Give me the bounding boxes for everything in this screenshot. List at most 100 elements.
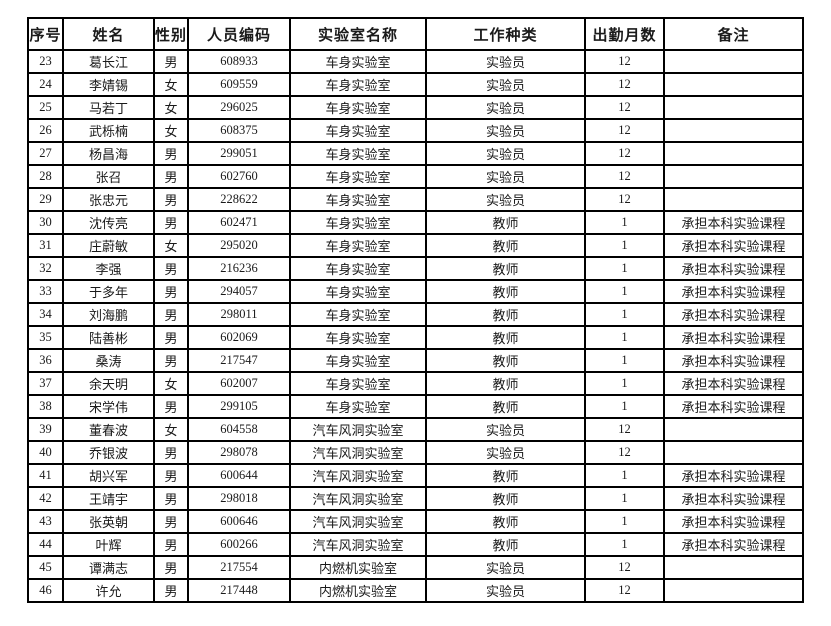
- cell-lab-name: 车身实验室: [289, 279, 428, 304]
- cell-name: 胡兴军: [62, 463, 155, 488]
- cell-personnel-code: 604558: [187, 417, 292, 442]
- cell-serial: 26: [27, 118, 64, 143]
- cell-serial: 41: [27, 463, 64, 488]
- table-row: 38 宋学伟男 299105 车身实验室 教师 1 承担本科实验课程: [27, 394, 805, 419]
- cell-work-type: 教师: [425, 279, 587, 304]
- cell-attendance-months: 1: [584, 394, 666, 419]
- cell-gender: 女: [152, 233, 190, 258]
- cell-work-type: 教师: [425, 302, 587, 327]
- cell-remarks: 承担本科实验课程: [663, 463, 805, 488]
- cell-personnel-code: 609559: [187, 72, 292, 97]
- cell-remarks: [663, 578, 805, 603]
- cell-remarks: [663, 49, 805, 74]
- cell-serial: 24: [27, 72, 64, 97]
- cell-name: 张召: [62, 164, 155, 189]
- cell-remarks: [663, 72, 805, 97]
- cell-work-type: 实验员: [425, 555, 587, 580]
- table-row: 46 许允男 217448 内燃机实验室 实验员 12: [27, 578, 805, 603]
- cell-name: 许允: [62, 578, 155, 603]
- cell-gender: 男: [152, 325, 190, 350]
- cell-work-type: 实验员: [425, 72, 587, 97]
- cell-name: 杨昌海: [62, 141, 155, 166]
- cell-name: 于多年: [62, 279, 155, 304]
- cell-attendance-months: 1: [584, 256, 666, 281]
- table-row: 30 沈传亮男 602471 车身实验室 教师 1 承担本科实验课程: [27, 210, 805, 235]
- cell-work-type: 教师: [425, 532, 587, 557]
- cell-serial: 45: [27, 555, 64, 580]
- header-serial: 序号: [27, 17, 64, 51]
- cell-remarks: 承担本科实验课程: [663, 325, 805, 350]
- cell-gender: 男: [152, 348, 190, 373]
- cell-remarks: 承担本科实验课程: [663, 532, 805, 557]
- cell-name: 余天明: [62, 371, 155, 396]
- header-row: 序号 姓名 性别 人员编码 实验室名称 工作种类 出勤月数 备注: [27, 17, 805, 51]
- cell-personnel-code: 602760: [187, 164, 292, 189]
- cell-name: 李强: [62, 256, 155, 281]
- cell-lab-name: 汽车风洞实验室: [289, 440, 428, 465]
- table-row: 34 刘海鹏男 298011 车身实验室 教师 1 承担本科实验课程: [27, 302, 805, 327]
- cell-personnel-code: 602471: [187, 210, 292, 235]
- cell-lab-name: 汽车风洞实验室: [289, 509, 428, 534]
- cell-lab-name: 车身实验室: [289, 210, 428, 235]
- cell-attendance-months: 12: [584, 187, 666, 212]
- cell-remarks: 承担本科实验课程: [663, 486, 805, 511]
- cell-lab-name: 车身实验室: [289, 394, 428, 419]
- cell-gender: 女: [152, 95, 190, 120]
- cell-gender: 男: [152, 187, 190, 212]
- cell-gender: 男: [152, 509, 190, 534]
- cell-attendance-months: 12: [584, 49, 666, 74]
- cell-remarks: [663, 164, 805, 189]
- cell-personnel-code: 296025: [187, 95, 292, 120]
- table-row: 37 余天明女 602007 车身实验室 教师 1 承担本科实验课程: [27, 371, 805, 396]
- cell-personnel-code: 228622: [187, 187, 292, 212]
- cell-lab-name: 车身实验室: [289, 371, 428, 396]
- cell-name: 庄蔚敏: [62, 233, 155, 258]
- cell-remarks: [663, 187, 805, 212]
- cell-personnel-code: 299105: [187, 394, 292, 419]
- cell-lab-name: 车身实验室: [289, 164, 428, 189]
- cell-gender: 男: [152, 302, 190, 327]
- cell-serial: 35: [27, 325, 64, 350]
- cell-gender: 男: [152, 578, 190, 603]
- table-row: 42 王靖宇男 298018 汽车风洞实验室 教师 1 承担本科实验课程: [27, 486, 805, 511]
- cell-attendance-months: 1: [584, 532, 666, 557]
- cell-lab-name: 车身实验室: [289, 141, 428, 166]
- cell-gender: 男: [152, 49, 190, 74]
- cell-work-type: 实验员: [425, 417, 587, 442]
- cell-lab-name: 内燃机实验室: [289, 555, 428, 580]
- cell-work-type: 实验员: [425, 49, 587, 74]
- cell-work-type: 教师: [425, 210, 587, 235]
- cell-gender: 女: [152, 371, 190, 396]
- cell-serial: 32: [27, 256, 64, 281]
- cell-attendance-months: 1: [584, 325, 666, 350]
- table-row: 43 张英朝男 600646 汽车风洞实验室 教师 1 承担本科实验课程: [27, 509, 805, 534]
- cell-remarks: [663, 555, 805, 580]
- cell-name: 陆善彬: [62, 325, 155, 350]
- cell-lab-name: 汽车风洞实验室: [289, 463, 428, 488]
- cell-attendance-months: 12: [584, 95, 666, 120]
- cell-work-type: 教师: [425, 233, 587, 258]
- table-row: 44 叶辉男 600266 汽车风洞实验室 教师 1 承担本科实验课程: [27, 532, 805, 557]
- cell-gender: 男: [152, 279, 190, 304]
- header-gender: 性别: [152, 17, 190, 51]
- cell-attendance-months: 1: [584, 348, 666, 373]
- cell-attendance-months: 1: [584, 233, 666, 258]
- cell-serial: 42: [27, 486, 64, 511]
- cell-lab-name: 内燃机实验室: [289, 578, 428, 603]
- header-lab-name: 实验室名称: [289, 17, 428, 51]
- cell-attendance-months: 1: [584, 279, 666, 304]
- table-row: 24 李婧锡女 609559 车身实验室 实验员 12: [27, 72, 805, 97]
- table-row: 35 陆善彬男 602069 车身实验室 教师 1 承担本科实验课程: [27, 325, 805, 350]
- cell-work-type: 实验员: [425, 95, 587, 120]
- cell-lab-name: 车身实验室: [289, 325, 428, 350]
- cell-personnel-code: 600266: [187, 532, 292, 557]
- cell-remarks: 承担本科实验课程: [663, 371, 805, 396]
- header-work-type: 工作种类: [425, 17, 587, 51]
- cell-attendance-months: 1: [584, 371, 666, 396]
- cell-personnel-code: 217547: [187, 348, 292, 373]
- cell-lab-name: 车身实验室: [289, 348, 428, 373]
- cell-personnel-code: 295020: [187, 233, 292, 258]
- table-row: 36 桑涛男 217547 车身实验室 教师 1 承担本科实验课程: [27, 348, 805, 373]
- table-row: 25 马若丁女 296025 车身实验室 实验员 12: [27, 95, 805, 120]
- cell-lab-name: 车身实验室: [289, 233, 428, 258]
